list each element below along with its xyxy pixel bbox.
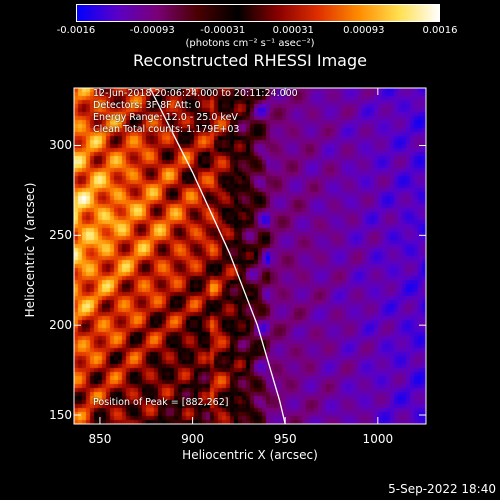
- y-tick-label: 300: [49, 138, 72, 153]
- y-tick-label: 150: [49, 408, 72, 423]
- annotation-line: Detectors: 3F 8F Att: 0: [93, 100, 201, 111]
- annotation-line: 12-Jun-2018 20:06:24.000 to 20:11:24.000: [93, 88, 298, 99]
- colorbar-tick-label: 0.00031: [272, 25, 314, 36]
- y-tick-label: 250: [49, 228, 72, 243]
- x-tick-label: 1000: [362, 432, 394, 446]
- colorbar-frame: [76, 4, 440, 22]
- chart-title: Reconstructed RHESSI Image: [133, 51, 367, 70]
- colorbar-tick-label: -0.00031: [200, 25, 246, 36]
- colorbar-tick-label: -0.0016: [56, 25, 96, 36]
- y-axis-label: Heliocentric Y (arcsec): [23, 182, 37, 318]
- x-tick-label: 900: [181, 432, 205, 446]
- colorbar-tick-label: 0.0016: [422, 25, 458, 36]
- x-tick-label: 850: [88, 432, 112, 446]
- annotation-line: Clean Total counts: 1.179E+03: [93, 124, 240, 135]
- x-axis-label: Heliocentric X (arcsec): [182, 448, 318, 462]
- colorbar-tick-label: -0.00093: [129, 25, 175, 36]
- footer-date: 5-Sep-2022 18:40: [388, 482, 496, 496]
- colorbar-gradient: [76, 4, 440, 22]
- colorbar-tick-label: 0.00093: [343, 25, 385, 36]
- heatmap-image: [74, 88, 426, 424]
- y-tick-label: 200: [49, 318, 72, 333]
- peak-position-label: Position of Peak = [882,262]: [93, 397, 229, 408]
- annotation-line: Energy Range: 12.0 - 25.0 keV: [93, 112, 238, 123]
- x-tick-label: 950: [273, 432, 297, 446]
- colorbar-unit-label: (photons cm⁻² s⁻¹ asec⁻²): [185, 38, 315, 49]
